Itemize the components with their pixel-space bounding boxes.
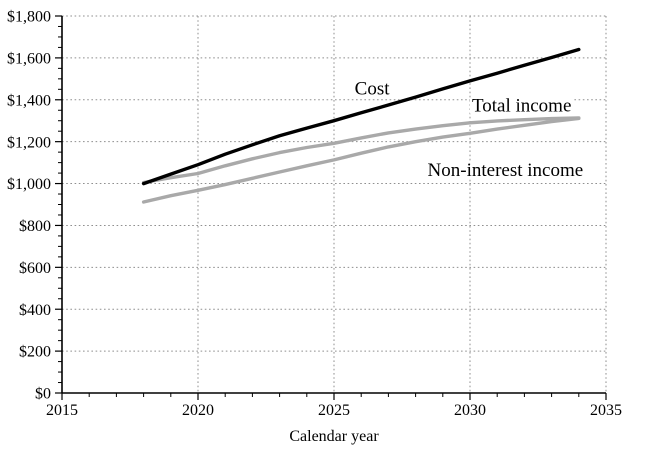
y-axis-tick-label: $1,000 — [7, 176, 51, 193]
cost-label: Cost — [355, 79, 391, 100]
cost-label-background — [352, 81, 393, 97]
total-income-line — [141, 116, 581, 185]
cost-line — [141, 47, 581, 186]
total-income-label: Total income — [472, 96, 571, 117]
y-axis-tick-label: $1,800 — [7, 9, 51, 26]
y-axis-tick-label: $400 — [19, 302, 51, 319]
y-axis-tick-label: $200 — [19, 344, 51, 361]
axes-layer — [61, 16, 606, 394]
y-axis-tick-label: $1,600 — [7, 50, 51, 67]
gridlines-layer — [62, 15, 607, 393]
y-axis-tick-label: $600 — [19, 260, 51, 277]
x-axis-tick-label: 2035 — [590, 402, 622, 419]
x-axis-title: Calendar year — [289, 428, 379, 445]
y-axis-tick-label: $800 — [19, 218, 51, 235]
x-axis-tick-label: 2030 — [454, 402, 486, 419]
non-interest-income-line — [141, 116, 581, 204]
x-axis-tick-label: 2025 — [318, 402, 350, 419]
ticks-layer: $0 $200 $400 $600 $800 $1,000 $1,200 $1,400 $1,6… — [7, 9, 622, 419]
y-axis-tick-label: $0 — [35, 386, 51, 403]
axis-labels-layer: Calendar year — [289, 428, 379, 445]
x-axis-tick-label: 2020 — [182, 402, 214, 419]
non-interest-income-label-background — [425, 163, 586, 179]
annotations-layer: Cost Total income Non-interest income — [352, 79, 586, 181]
non-interest-income-label: Non-interest income — [428, 160, 584, 181]
y-axis-tick-label: $1,200 — [7, 134, 51, 151]
x-axis-tick-label: 2015 — [46, 402, 78, 419]
total-income-label-background — [469, 98, 574, 114]
series-layer — [141, 47, 581, 204]
y-axis-tick-label: $1,400 — [7, 92, 51, 109]
